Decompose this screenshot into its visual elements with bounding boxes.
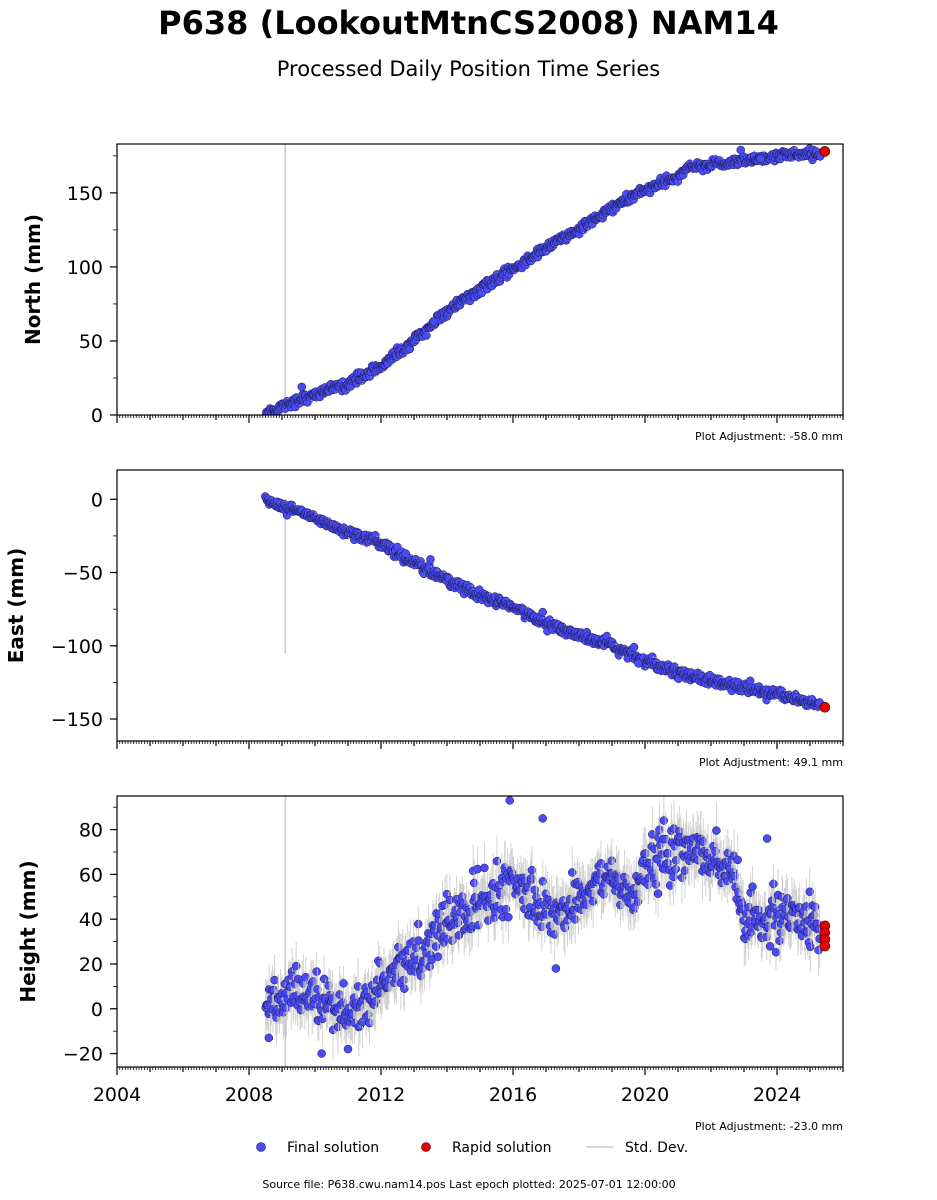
- plot-frame: [116, 143, 844, 416]
- final-point: [769, 879, 778, 889]
- final-point: [810, 902, 820, 912]
- final-point: [653, 889, 663, 898]
- y-tick-label: 0: [91, 489, 103, 511]
- final-point: [663, 858, 673, 868]
- final-point: [505, 796, 514, 805]
- final-point: [426, 555, 435, 564]
- data-points: [261, 144, 831, 415]
- y-tick-label: −50: [63, 563, 103, 585]
- final-point: [806, 942, 815, 952]
- final-point: [339, 979, 348, 988]
- final-point: [394, 942, 403, 952]
- figure-title: P638 (LookoutMtnCS2008) NAM14: [158, 4, 779, 42]
- final-point: [756, 154, 765, 164]
- final-point: [765, 942, 775, 951]
- y-tick-label: 50: [79, 331, 103, 353]
- final-point: [422, 331, 431, 340]
- y-axis-label: North (mm): [21, 214, 45, 345]
- final-point: [712, 826, 721, 835]
- final-point: [651, 880, 661, 889]
- final-point: [414, 936, 423, 945]
- final-point: [567, 868, 577, 877]
- final-point: [551, 964, 561, 973]
- y-tick-label: −150: [51, 709, 103, 731]
- final-point: [538, 877, 548, 886]
- data-points: [261, 491, 831, 713]
- rapid-point: [819, 940, 831, 952]
- final-point: [745, 676, 755, 686]
- final-point: [762, 834, 772, 843]
- final-point: [538, 607, 547, 617]
- final-point: [762, 932, 772, 942]
- final-point: [270, 975, 279, 985]
- final-point: [665, 881, 675, 890]
- final-point: [655, 825, 664, 834]
- figure-subtitle: Processed Daily Position Time Series: [276, 57, 661, 81]
- final-point: [297, 382, 307, 392]
- final-point: [538, 814, 547, 823]
- y-tick-label: 100: [67, 257, 103, 279]
- final-point: [570, 915, 580, 924]
- plot-adjustment: Plot Adjustment: -58.0 mm: [695, 430, 843, 443]
- final-point: [312, 967, 321, 976]
- final-point: [680, 866, 690, 875]
- final-point: [629, 642, 639, 652]
- final-point: [775, 936, 784, 946]
- final-point: [659, 816, 669, 825]
- final-point: [530, 885, 540, 895]
- rapid-point: [819, 146, 831, 157]
- final-point: [480, 863, 489, 873]
- plot-adjustment: Plot Adjustment: 49.1 mm: [699, 756, 843, 769]
- final-point: [736, 145, 745, 155]
- final-point: [469, 878, 479, 888]
- final-point: [433, 952, 443, 961]
- plot-frame: [116, 469, 844, 742]
- data-points: [261, 796, 831, 1060]
- y-tick-label: 150: [67, 183, 103, 205]
- y-tick-label: 0: [91, 405, 103, 427]
- rapid-point: [819, 702, 831, 713]
- final-point: [634, 659, 643, 668]
- final-point: [431, 942, 441, 951]
- final-point: [748, 882, 757, 891]
- final-point: [527, 874, 536, 883]
- final-point: [264, 1033, 274, 1043]
- final-point: [317, 1049, 326, 1058]
- y-tick-label: −100: [51, 636, 103, 658]
- y-axis-label: East (mm): [4, 548, 28, 664]
- final-point: [429, 317, 439, 326]
- final-point: [733, 855, 742, 865]
- final-point: [343, 1044, 353, 1054]
- panel-north: 0 50 100 150 North (mm) Plot Adjustment: -58.…: [21, 143, 844, 443]
- final-point: [400, 984, 409, 993]
- final-point: [771, 948, 781, 957]
- final-point: [805, 887, 814, 897]
- panel-east: −150 −100 −50 0 East (mm) Plot Adjustment: 49…: [4, 469, 844, 769]
- final-point: [319, 974, 329, 984]
- final-point: [504, 912, 513, 922]
